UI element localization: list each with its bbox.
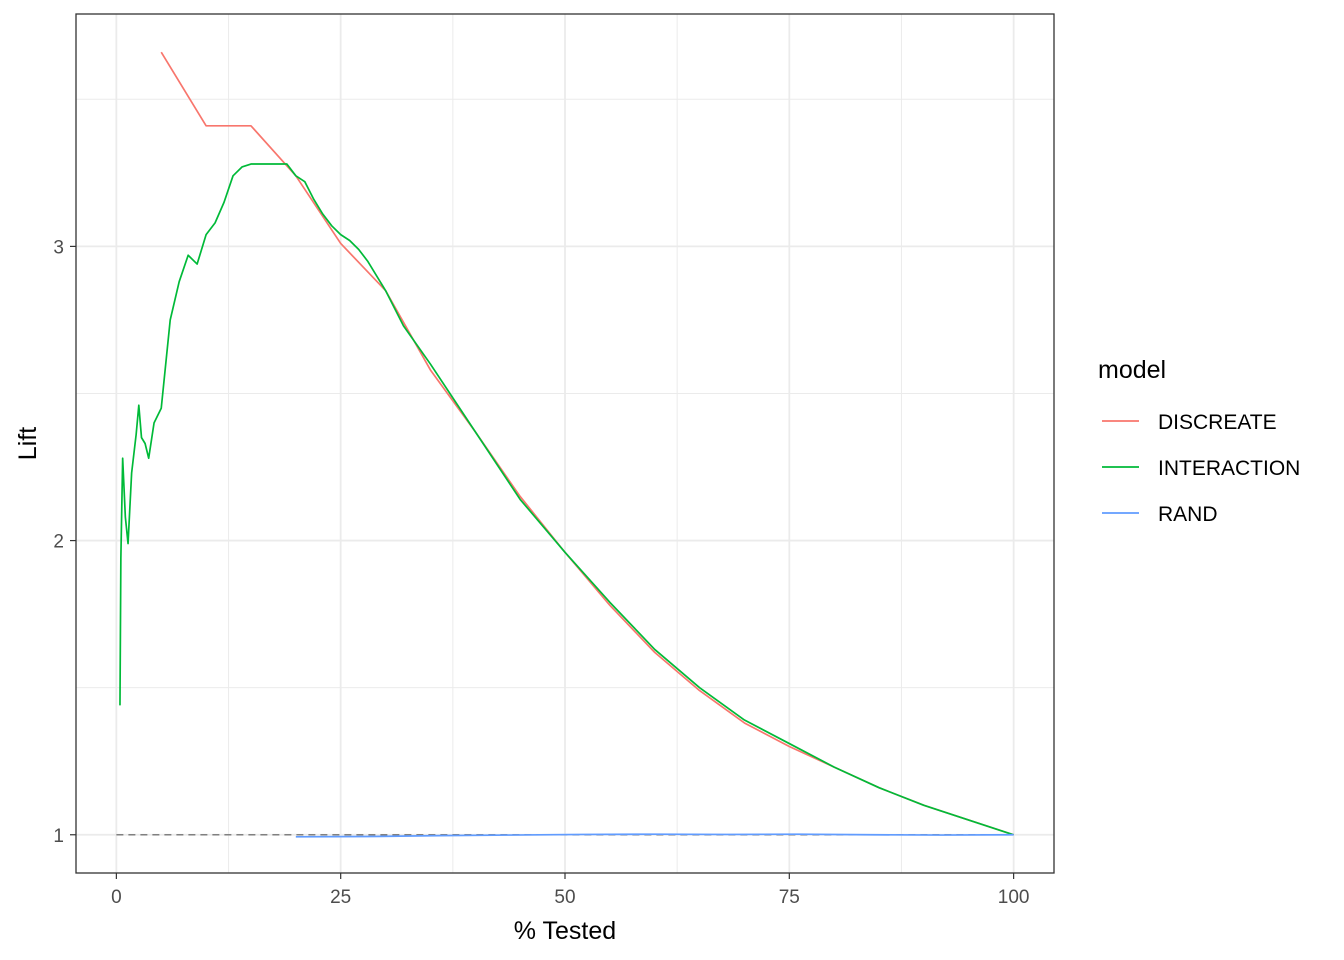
- x-tick-label: 50: [554, 887, 575, 908]
- series-line-interaction: [119, 163, 1014, 836]
- legend-item-interaction: INTERACTION: [1102, 457, 1300, 480]
- x-axis-title: % Tested: [514, 917, 616, 945]
- x-tick-label: 100: [998, 887, 1030, 908]
- y-axis-title: Lift: [14, 427, 42, 460]
- legend-label: INTERACTION: [1158, 457, 1300, 480]
- legend-item-discreate: DISCREATE: [1102, 411, 1277, 434]
- x-tick-label: 25: [330, 887, 351, 908]
- x-tick-label: 75: [779, 887, 800, 908]
- legend-label: RAND: [1158, 503, 1218, 526]
- legend: model DISCREATE INTERACTION RAND: [1098, 356, 1300, 526]
- series-line-rand: [295, 833, 1014, 838]
- y-tick-label: 3: [53, 237, 64, 258]
- legend-label: DISCREATE: [1158, 411, 1277, 434]
- series-line-discreate: [160, 51, 1014, 836]
- legend-title: model: [1098, 356, 1166, 384]
- y-tick-label: 1: [53, 826, 64, 847]
- legend-item-rand: RAND: [1102, 503, 1218, 526]
- x-tick-label: 0: [111, 887, 122, 908]
- y-tick-label: 2: [53, 532, 64, 553]
- series-group: [119, 51, 1014, 838]
- grid: [76, 14, 1054, 873]
- axes: 0 25 50 75 100 1 2 3: [53, 237, 1029, 908]
